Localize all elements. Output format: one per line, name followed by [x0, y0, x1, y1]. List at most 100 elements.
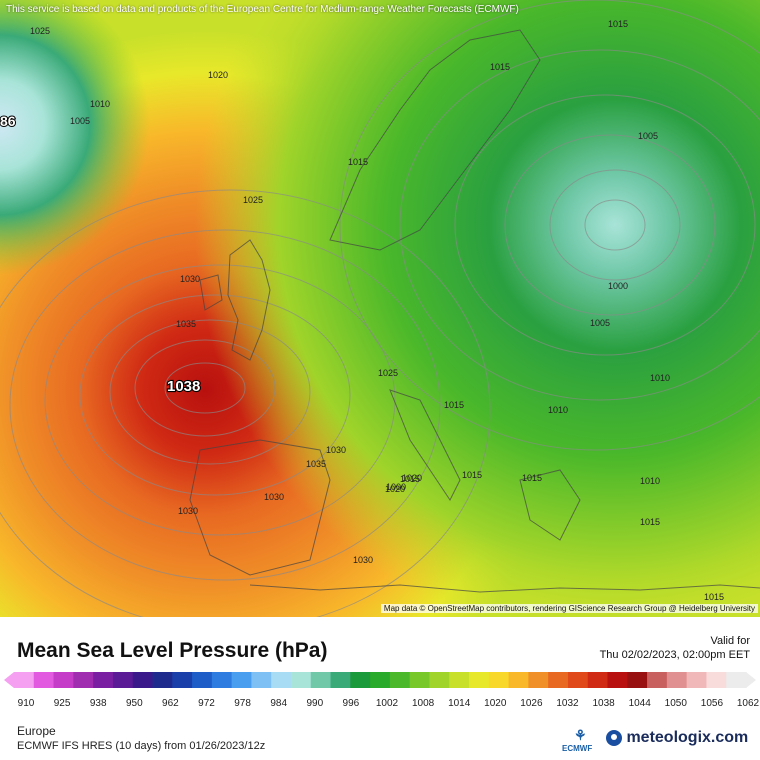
color-scale-swatch [409, 672, 431, 688]
color-scale-swatch [330, 672, 351, 688]
color-scale-swatch [469, 672, 490, 688]
color-scale-swatch [726, 672, 747, 688]
legend-panel: Mean Sea Level Pressure (hPa) Valid for … [0, 617, 760, 760]
color-scale-tick-label: 1038 [592, 698, 615, 709]
color-scale-swatch [251, 672, 272, 688]
isobar-label: 1010 [548, 405, 568, 415]
color-scale-swatch [706, 672, 727, 688]
region-label: Europe [17, 724, 56, 738]
ecmwf-disclaimer: This service is based on data and produc… [6, 4, 519, 15]
color-scale-swatch [14, 672, 35, 688]
color-scale-swatch [152, 672, 173, 688]
isobar-label: 1015 [490, 62, 510, 72]
color-scale-tick-label: 996 [343, 698, 360, 709]
color-scale-tick-label: 1026 [520, 698, 543, 709]
color-scale-swatches [4, 672, 756, 688]
color-scale-tick-label: 1062 [737, 698, 760, 709]
color-scale-tick-label: 1002 [376, 698, 399, 709]
isobar-label: 1015 [348, 157, 368, 167]
color-scale-tick-label: 950 [126, 698, 143, 709]
isobar-label: 1020 [402, 473, 422, 483]
isobar-label: 1000 [386, 482, 406, 492]
isobar-label: 1010 [90, 99, 110, 109]
color-scale-swatch [192, 672, 213, 688]
isobar-label: 1000 [608, 281, 628, 291]
isobar-label: 1015 [522, 473, 542, 483]
isobar-label: 1015 [444, 400, 464, 410]
color-scale-right-arrow [746, 672, 756, 688]
color-scale-swatch [567, 672, 589, 688]
meteologix-logo[interactable]: meteologix.com [606, 729, 748, 751]
color-scale-swatch [350, 672, 371, 688]
color-scale-tick-label: 978 [234, 698, 251, 709]
color-scale-swatch [647, 672, 668, 688]
meteologix-icon [606, 730, 622, 746]
pressure-map-canvas: 1025 1020 1010 1005 1015 1025 1030 1035 … [0, 0, 760, 617]
isobar-label: 1020 [385, 484, 405, 494]
isobar-label: 1025 [378, 368, 398, 378]
isobar-label: 1015 [640, 517, 660, 527]
color-scale-swatch [211, 672, 233, 688]
color-scale-tick-label: 938 [90, 698, 107, 709]
color-scale-swatch [172, 672, 193, 688]
color-scale-tick-label: 925 [54, 698, 71, 709]
color-scale-swatch [528, 672, 549, 688]
isobar-label: 1005 [70, 116, 90, 126]
color-scale-tick-label: 984 [270, 698, 287, 709]
color-scale-swatch [53, 672, 74, 688]
color-scale-left-arrow [4, 672, 14, 688]
isobar-label: 1005 [638, 131, 658, 141]
valid-time: Thu 02/02/2023, 02:00pm EET [599, 649, 750, 661]
isobar-label: 1025 [30, 26, 50, 36]
color-scale-swatch [112, 672, 134, 688]
color-scale-swatch [132, 672, 154, 688]
color-scale-swatch [290, 672, 312, 688]
color-scale-tick-label: 910 [18, 698, 35, 709]
isobar-label: 1015 [608, 19, 628, 29]
isobar-label: 1015 [704, 592, 724, 602]
color-scale-swatch [429, 672, 450, 688]
isobar-label: 1035 [306, 459, 326, 469]
color-scale-swatch [271, 672, 292, 688]
color-scale-ticks: 910 925 938 950 962 972 978 984 990 996 1002 1008 10… [18, 698, 760, 709]
isobar-label: 1010 [650, 373, 670, 383]
isobar-label: 1025 [243, 195, 263, 205]
color-scale-tick-label: 1044 [629, 698, 652, 709]
color-scale-swatch [389, 672, 411, 688]
color-scale-swatch [310, 672, 332, 688]
color-scale-swatch [686, 672, 708, 688]
isobar-label: 1030 [180, 274, 200, 284]
ecmwf-logo-text: ECMWF [562, 744, 593, 753]
ecmwf-logo-icon: ⚘ [574, 727, 587, 743]
color-scale-tick-label: 1050 [665, 698, 688, 709]
isobar-label: 1005 [590, 318, 610, 328]
color-scale-tick-label: 1032 [556, 698, 579, 709]
color-scale-swatch [73, 672, 94, 688]
color-scale-swatch [93, 672, 114, 688]
pressure-map[interactable]: 1025 1020 1010 1005 1015 1025 1030 1035 … [0, 0, 760, 617]
color-scale-tick-label: 1014 [448, 698, 471, 709]
color-scale-tick-label: 972 [198, 698, 215, 709]
color-scale-swatch [449, 672, 470, 688]
model-run-label: ECMWF IFS HRES (10 days) from 01/26/2023… [17, 740, 266, 752]
map-attribution[interactable]: Map data © OpenStreetMap contributors, r… [380, 604, 758, 613]
color-scale-swatch [508, 672, 529, 688]
ecmwf-logo[interactable]: ⚘ ECMWF [562, 727, 600, 757]
high-pressure-label: 1038 [167, 378, 200, 395]
color-scale-swatch [587, 672, 609, 688]
isobar-label: 1030 [178, 506, 198, 516]
isobar-label: 1030 [353, 555, 373, 565]
isobar-label: 1035 [176, 319, 196, 329]
color-scale-swatch [231, 672, 252, 688]
color-scale-tick-label: 962 [162, 698, 179, 709]
color-scale-swatch [627, 672, 648, 688]
color-scale-tick-label: 990 [306, 698, 323, 709]
isobar-labels: 1025 1020 1010 1005 1015 1025 1030 1035 … [30, 19, 724, 602]
color-scale-tick-label: 1008 [412, 698, 435, 709]
isobar-label: 1015 [400, 474, 420, 484]
color-scale-swatch [488, 672, 510, 688]
color-scale-tick-label: 1020 [484, 698, 507, 709]
color-scale: 910 925 938 950 962 972 978 984 990 996 1002 1008 10… [4, 672, 760, 709]
isobar-label: 1030 [264, 492, 284, 502]
color-scale-swatch [33, 672, 55, 688]
